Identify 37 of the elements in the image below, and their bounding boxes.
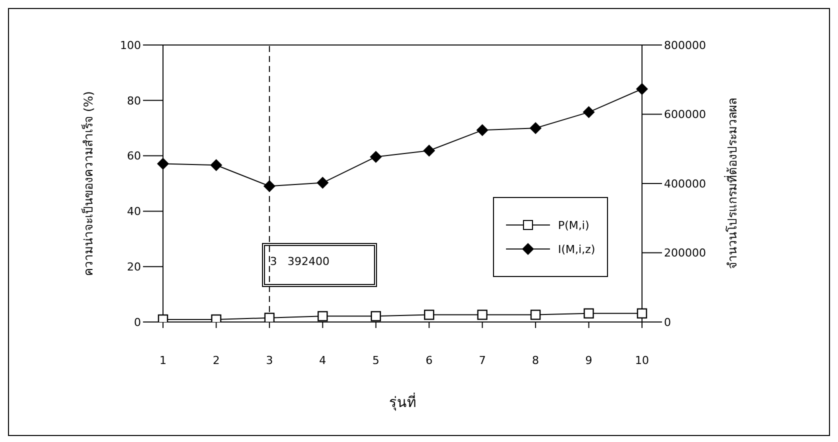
point	[476, 124, 488, 136]
x-tick-label: 5	[372, 354, 380, 367]
x-tick-label: 3	[266, 354, 273, 367]
x-tick-label: 2	[212, 354, 220, 367]
x-tick-label: 10	[635, 354, 649, 367]
y2-tick-label: 0	[664, 316, 671, 329]
y-tick-label: 20	[127, 260, 141, 274]
y2-tick-label: 600000	[664, 108, 706, 122]
point	[316, 176, 329, 189]
x-tick-label: 8	[532, 354, 540, 367]
point	[157, 158, 169, 170]
point	[210, 159, 222, 172]
point	[263, 180, 276, 192]
y-tick-label: 80	[127, 94, 141, 108]
y-axis-title: ความน่าจะเป็นของความสำเร็จ (%)	[80, 91, 96, 276]
point	[530, 122, 542, 134]
x-tick-label: 7	[478, 354, 486, 367]
y2-axis-title: จำนวนโปรแกรมที่ต้องประมวลผล	[723, 98, 740, 269]
point	[582, 106, 595, 118]
point	[370, 150, 382, 163]
x-axis-title: รุ่นที่	[389, 393, 416, 411]
legend-label: P(M,i)	[558, 218, 590, 232]
y-tick-label: 40	[127, 205, 141, 218]
x-tick-label: 6	[426, 354, 433, 367]
x-tick-label: 1	[160, 354, 166, 367]
x-tick-label: 9	[585, 354, 592, 367]
annotation: 3 392400	[270, 255, 330, 268]
y2-tick-label: 200000	[664, 246, 706, 260]
point	[636, 82, 648, 95]
point	[423, 144, 436, 157]
y2-tick-label: 400000	[664, 177, 706, 190]
y2-tick-label: 800000	[664, 38, 706, 52]
legend-label: I(M,i,z)	[558, 242, 596, 256]
y-tick-label: 100	[120, 38, 141, 52]
y-tick-label: 60	[127, 150, 141, 163]
x-tick-label: 4	[319, 354, 326, 367]
y-tick-label: 0	[134, 316, 141, 329]
